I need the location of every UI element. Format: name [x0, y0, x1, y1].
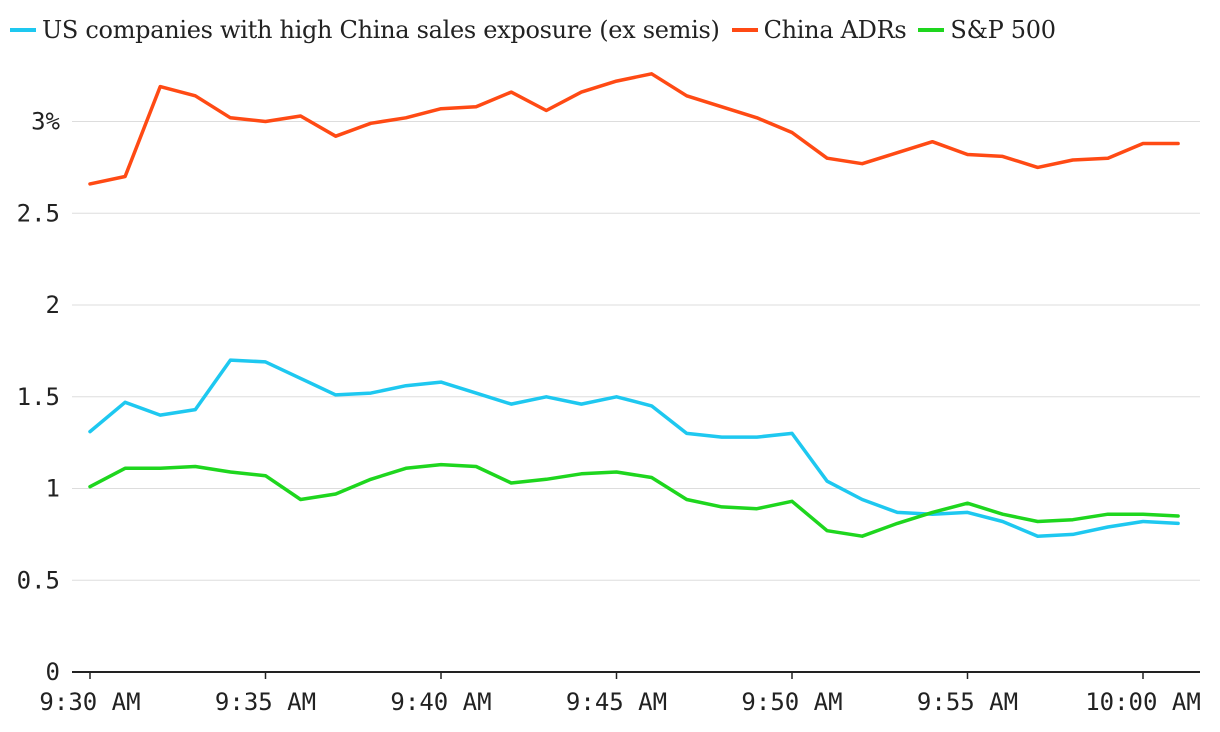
x-tick-label: 10:00 AM	[1085, 688, 1201, 716]
x-tick-label: 9:55 AM	[917, 688, 1018, 716]
x-tick-label: 9:45 AM	[566, 688, 667, 716]
x-axis: 9:30 AM 9:35 AM 9:40 AM 9:45 AM 9:50 AM 9:55 …	[39, 671, 1201, 716]
y-tick-label: 1.5	[17, 383, 60, 411]
legend-swatch-china-adrs	[731, 28, 758, 32]
series-line-china-adrs[interactable]	[88, 72, 1180, 186]
series-line-us-china-exposure[interactable]	[88, 358, 1180, 538]
x-tick-label: 9:30 AM	[39, 688, 140, 716]
y-tick-label: 0.5	[17, 566, 60, 594]
x-tick-label: 9:50 AM	[741, 688, 842, 716]
legend-label-china-adrs: China ADRs	[763, 16, 907, 44]
legend-item-sp500[interactable]: S&P 500	[918, 16, 1056, 44]
legend-label-us-china-exposure: US companies with high China sales expos…	[42, 16, 720, 44]
legend-item-us-china-exposure[interactable]: US companies with high China sales expos…	[10, 16, 720, 44]
x-tick-label: 9:40 AM	[390, 688, 491, 716]
grid-lines	[72, 121, 1200, 581]
legend-label-sp500: S&P 500	[950, 16, 1056, 44]
x-tick-label: 9:35 AM	[215, 688, 316, 716]
y-tick-label: 2.5	[17, 199, 60, 227]
series-lines	[88, 72, 1180, 538]
y-axis: 0 0.5 1 1.5 2 2.5 3%	[17, 108, 61, 687]
y-tick-label: 0	[46, 658, 60, 686]
y-tick-label: 3%	[31, 108, 60, 136]
legend-swatch-sp500	[918, 28, 945, 32]
legend-item-china-adrs[interactable]: China ADRs	[731, 16, 907, 44]
legend: US companies with high China sales expos…	[10, 10, 1068, 50]
legend-swatch-us-china-exposure	[10, 28, 36, 32]
y-tick-label: 1	[46, 475, 60, 503]
y-tick-label: 2	[46, 291, 60, 319]
series-line-sp500[interactable]	[88, 462, 1180, 538]
